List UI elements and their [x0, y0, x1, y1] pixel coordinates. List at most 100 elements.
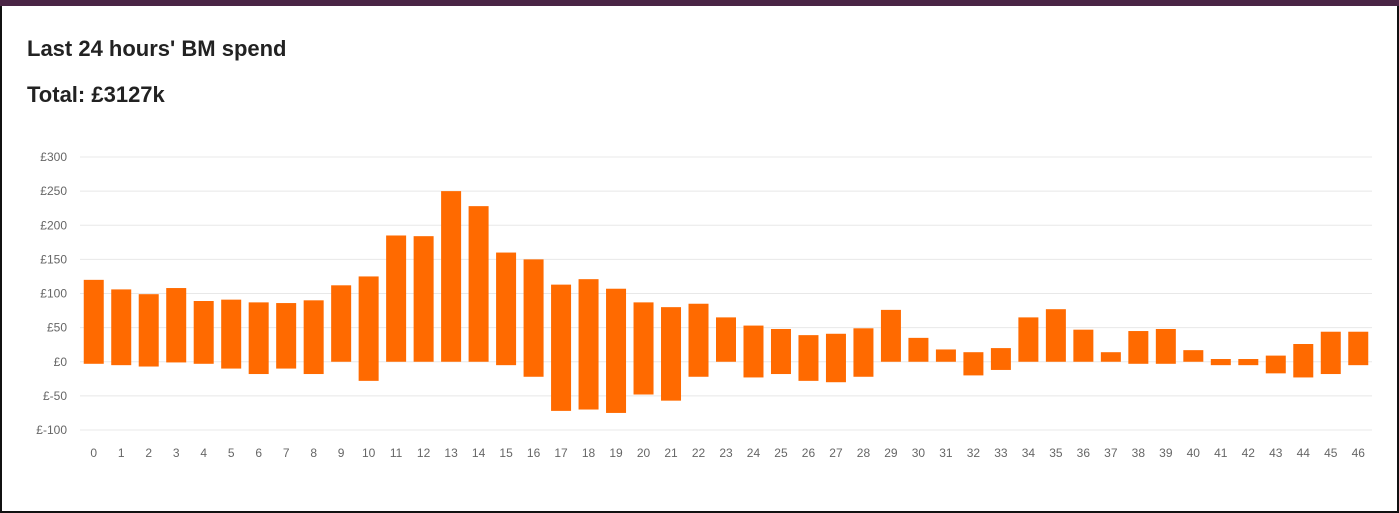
y-tick-label: £150 [40, 252, 67, 266]
x-tick-label: 24 [747, 446, 761, 460]
bar [1100, 352, 1121, 362]
bar [935, 349, 956, 362]
bar [990, 348, 1011, 370]
bar [1348, 331, 1369, 366]
bar [386, 235, 407, 362]
x-tick-label: 38 [1132, 446, 1146, 460]
x-tick-label: 18 [582, 446, 596, 460]
x-tick-label: 30 [912, 446, 926, 460]
x-tick-label: 19 [609, 446, 623, 460]
bar [688, 303, 709, 377]
bar [1265, 355, 1286, 374]
x-tick-label: 23 [719, 446, 733, 460]
x-tick-label: 10 [362, 446, 376, 460]
bar [468, 206, 489, 362]
x-tick-label: 17 [554, 446, 568, 460]
bar [880, 309, 901, 362]
x-tick-label: 43 [1269, 446, 1283, 460]
x-tick-label: 40 [1187, 446, 1201, 460]
bar [1155, 328, 1176, 364]
bar [606, 288, 627, 413]
bar [1293, 344, 1314, 378]
y-tick-label: £50 [47, 321, 67, 335]
x-tick-label: 15 [499, 446, 513, 460]
bar [276, 303, 297, 369]
x-tick-label: 39 [1159, 446, 1173, 460]
x-tick-label: 9 [338, 446, 345, 460]
bar [798, 335, 819, 381]
total-spend: Total: £3127k [27, 82, 165, 107]
bar [853, 328, 874, 377]
bar [111, 289, 132, 366]
y-tick-label: £-100 [36, 423, 67, 437]
x-tick-label: 12 [417, 446, 431, 460]
bar [303, 300, 324, 375]
y-tick-label: £250 [40, 184, 67, 198]
x-tick-label: 32 [967, 446, 981, 460]
x-tick-label: 2 [145, 446, 152, 460]
bar [1045, 309, 1066, 362]
chart-title: Last 24 hours' BM spend [27, 36, 287, 61]
x-tick-label: 27 [829, 446, 843, 460]
y-tick-label: £300 [40, 150, 67, 164]
x-tick-label: 46 [1352, 446, 1366, 460]
x-tick-label: 41 [1214, 446, 1228, 460]
bar [963, 352, 984, 376]
x-tick-label: 33 [994, 446, 1008, 460]
x-tick-label: 4 [200, 446, 207, 460]
x-tick-label: 8 [310, 446, 317, 460]
bar [358, 276, 379, 381]
bar [221, 299, 242, 369]
y-tick-label: £0 [54, 355, 68, 369]
x-tick-label: 20 [637, 446, 651, 460]
x-tick-label: 45 [1324, 446, 1338, 460]
bar [633, 302, 654, 395]
x-tick-label: 35 [1049, 446, 1063, 460]
bar [248, 302, 269, 375]
bar [523, 259, 544, 377]
x-tick-label: 11 [390, 446, 403, 460]
bar [1128, 331, 1149, 364]
panel-frame [0, 6, 1399, 513]
bar [83, 279, 104, 364]
top-accent-bar [0, 0, 1399, 6]
x-tick-label: 37 [1104, 446, 1118, 460]
x-tick-label: 5 [228, 446, 235, 460]
bar [1183, 350, 1204, 362]
bar [441, 191, 462, 362]
bar [496, 252, 517, 366]
x-tick-label: 34 [1022, 446, 1036, 460]
bar [331, 285, 352, 362]
x-tick-label: 31 [939, 446, 953, 460]
x-tick-label: 3 [173, 446, 180, 460]
x-tick-label: 0 [90, 446, 97, 460]
bar [1018, 317, 1039, 362]
bar [551, 284, 572, 411]
bar [770, 328, 791, 375]
x-tick-label: 26 [802, 446, 816, 460]
bar [1073, 329, 1094, 362]
bar [743, 325, 764, 378]
x-tick-label: 22 [692, 446, 706, 460]
x-tick-label: 29 [884, 446, 898, 460]
bar [193, 301, 214, 364]
bar [138, 294, 159, 367]
bar [413, 236, 434, 362]
y-tick-label: £100 [40, 287, 67, 301]
bar [716, 317, 736, 362]
x-tick-label: 25 [774, 446, 788, 460]
bar [1210, 359, 1231, 366]
bar [1320, 331, 1341, 375]
x-tick-label: 14 [472, 446, 486, 460]
x-tick-label: 44 [1297, 446, 1311, 460]
y-tick-label: £200 [40, 218, 67, 232]
bar [166, 288, 187, 363]
bar [825, 333, 846, 383]
y-tick-label: £-50 [43, 389, 67, 403]
x-tick-label: 7 [283, 446, 290, 460]
x-tick-label: 6 [255, 446, 262, 460]
bar [1238, 359, 1259, 366]
bar [661, 307, 682, 401]
x-tick-label: 13 [444, 446, 458, 460]
